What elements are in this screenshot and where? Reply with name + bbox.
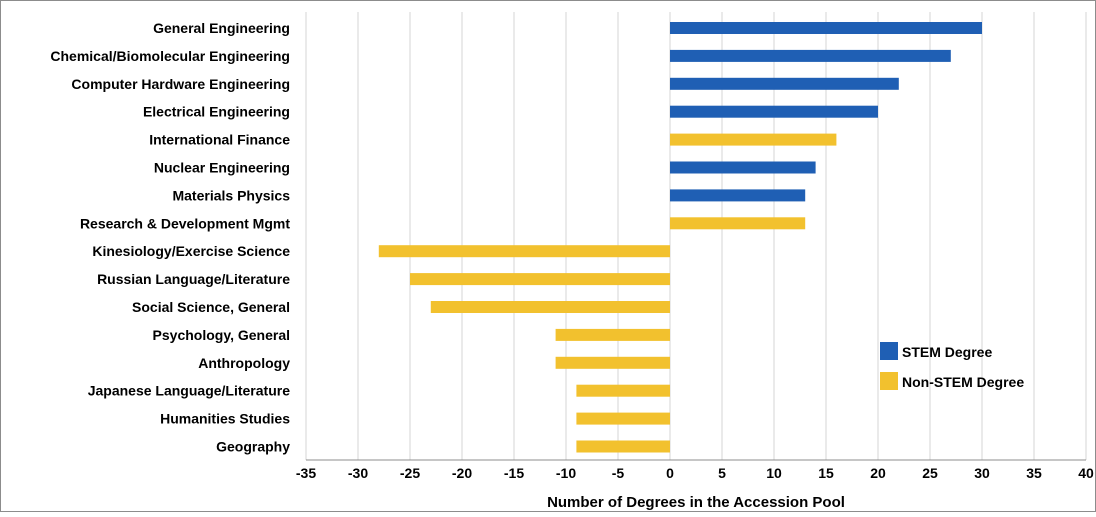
- category-label: Kinesiology/Exercise Science: [92, 243, 290, 259]
- x-tick-label: 20: [870, 465, 886, 481]
- x-tick-label: 35: [1026, 465, 1042, 481]
- x-tick-label: 25: [922, 465, 938, 481]
- bar: [576, 412, 670, 425]
- legend-swatch: [880, 342, 898, 360]
- bars: [378, 22, 982, 453]
- category-label: Russian Language/Literature: [97, 271, 290, 287]
- x-tick-label: -25: [400, 465, 420, 481]
- bar: [670, 217, 806, 230]
- category-label: Geography: [216, 439, 290, 455]
- x-tick-label: 40: [1078, 465, 1094, 481]
- category-label: Anthropology: [198, 355, 290, 371]
- category-label: Nuclear Engineering: [154, 160, 290, 176]
- x-tick-label: -30: [348, 465, 368, 481]
- bar: [670, 77, 899, 90]
- legend-swatch: [880, 372, 898, 390]
- legend-label: Non-STEM Degree: [902, 374, 1024, 390]
- bar: [430, 301, 670, 313]
- x-tick-label: 0: [666, 465, 674, 481]
- x-tick-label: 10: [766, 465, 782, 481]
- axes: -35 -30 -25 -20 -15 -10 -5 0 5 10 15 20 25 30 35 40 Gene…: [50, 20, 1094, 481]
- x-tick-label: 30: [974, 465, 990, 481]
- category-label: Social Science, General: [132, 299, 290, 315]
- x-tick-label: -20: [452, 465, 472, 481]
- category-label: Psychology, General: [153, 327, 290, 343]
- category-label: Research & Development Mgmt: [80, 215, 290, 231]
- bar: [670, 161, 816, 174]
- bar: [670, 133, 837, 146]
- category-label: Materials Physics: [172, 187, 290, 203]
- bar: [555, 356, 670, 369]
- category-label: General Engineering: [153, 20, 290, 36]
- category-label: Computer Hardware Engineering: [71, 76, 290, 92]
- category-label: Japanese Language/Literature: [88, 383, 291, 399]
- bar: [670, 189, 806, 202]
- bar: [576, 384, 670, 397]
- category-label: International Finance: [149, 132, 290, 148]
- x-tick-label: -35: [296, 465, 316, 481]
- x-tick-label: 15: [818, 465, 834, 481]
- legend: STEM Degree Non-STEM Degree: [880, 342, 1024, 390]
- category-label: Chemical/Biomolecular Engineering: [50, 48, 290, 64]
- category-label: Humanities Studies: [160, 411, 290, 427]
- bar: [410, 273, 670, 286]
- category-label: Electrical Engineering: [143, 104, 290, 120]
- bar: [670, 105, 878, 118]
- x-tick-label: -15: [504, 465, 524, 481]
- bar: [378, 245, 670, 258]
- x-tick-label: -5: [612, 465, 625, 481]
- bar: [670, 49, 951, 62]
- x-tick-label: 5: [718, 465, 726, 481]
- legend-label: STEM Degree: [902, 344, 992, 360]
- bar: [555, 328, 670, 341]
- x-axis-title: Number of Degrees in the Accession Pool: [547, 494, 845, 511]
- bar: [576, 440, 670, 453]
- x-tick-label: -10: [556, 465, 576, 481]
- bar: [670, 22, 982, 34]
